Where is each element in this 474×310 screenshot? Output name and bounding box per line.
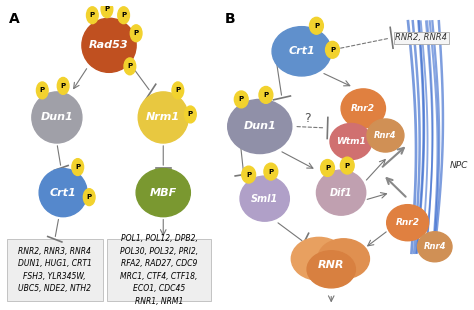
Ellipse shape [292,237,346,280]
Text: P: P [188,112,193,117]
Circle shape [57,78,69,94]
Text: P: P [330,47,335,53]
Ellipse shape [240,176,289,221]
Text: Crt1: Crt1 [288,46,315,56]
Text: B: B [225,12,236,26]
Text: P: P [134,30,139,36]
FancyBboxPatch shape [107,239,211,301]
Circle shape [118,7,129,24]
Circle shape [326,41,339,58]
Text: Wtm1: Wtm1 [336,137,366,146]
Text: P: P [175,87,181,93]
Text: Dun1: Dun1 [243,122,276,131]
Ellipse shape [387,205,428,241]
Text: P: P [325,165,330,171]
Text: Rnr4: Rnr4 [423,242,446,251]
Circle shape [130,25,142,42]
FancyBboxPatch shape [7,239,103,301]
Text: Rnr4: Rnr4 [374,131,397,140]
Circle shape [310,17,323,34]
Ellipse shape [418,232,452,262]
Ellipse shape [272,27,331,76]
Text: P: P [268,169,273,175]
Text: Nrm1: Nrm1 [146,113,180,122]
Circle shape [259,86,273,103]
Circle shape [36,82,48,99]
Circle shape [242,166,255,183]
Ellipse shape [82,18,136,72]
Text: P: P [104,6,109,12]
Text: Dun1: Dun1 [40,113,73,122]
Circle shape [72,159,83,175]
Ellipse shape [136,169,191,217]
Ellipse shape [307,251,356,288]
Text: P: P [90,12,95,18]
Text: P: P [314,23,319,29]
Text: P: P [264,92,268,98]
Text: A: A [9,12,19,26]
Text: P: P [239,96,244,102]
Ellipse shape [367,119,404,152]
Text: P: P [75,164,80,170]
Text: RNR2, RNR4: RNR2, RNR4 [395,33,447,42]
Circle shape [172,82,184,99]
Text: Rnr2: Rnr2 [396,218,419,227]
Text: P: P [246,172,251,178]
Circle shape [83,189,95,206]
Text: Crt1: Crt1 [50,188,76,198]
Circle shape [184,106,196,123]
Text: P: P [128,63,132,69]
Ellipse shape [138,92,188,143]
Text: ?: ? [304,113,311,126]
Text: MBF: MBF [150,188,177,198]
Ellipse shape [318,239,369,279]
Circle shape [86,7,98,24]
Text: POL1, POL12, DPB2,
POL30, POL32, PRI2,
RFA2, RAD27, CDC9
MRC1, CTF4, CTF18,
ECO1: POL1, POL12, DPB2, POL30, POL32, PRI2, R… [120,234,198,306]
Text: RNR2, RNR3, RNR4
DUN1, HUG1, CRT1
FSH3, YLR345W,
UBC5, NDE2, NTH2: RNR2, RNR3, RNR4 DUN1, HUG1, CRT1 FSH3, … [18,247,92,293]
Text: RNR: RNR [318,260,345,270]
Circle shape [320,160,335,176]
Text: P: P [121,12,126,18]
Circle shape [124,58,136,75]
Ellipse shape [39,169,87,217]
Text: P: P [345,162,350,169]
Text: Rad53: Rad53 [89,40,129,50]
Ellipse shape [32,92,82,143]
Circle shape [234,91,248,108]
Text: P: P [87,194,92,200]
Circle shape [340,157,354,174]
Ellipse shape [317,170,366,215]
Text: P: P [61,83,66,89]
Ellipse shape [341,89,385,128]
Circle shape [264,163,278,180]
Text: Sml1: Sml1 [251,194,278,204]
Text: P: P [40,87,45,93]
Ellipse shape [228,100,292,153]
Text: Rnr2: Rnr2 [351,104,375,113]
Text: NPC: NPC [449,161,468,170]
Ellipse shape [330,123,372,160]
Circle shape [101,1,113,18]
Text: Dif1: Dif1 [330,188,352,198]
